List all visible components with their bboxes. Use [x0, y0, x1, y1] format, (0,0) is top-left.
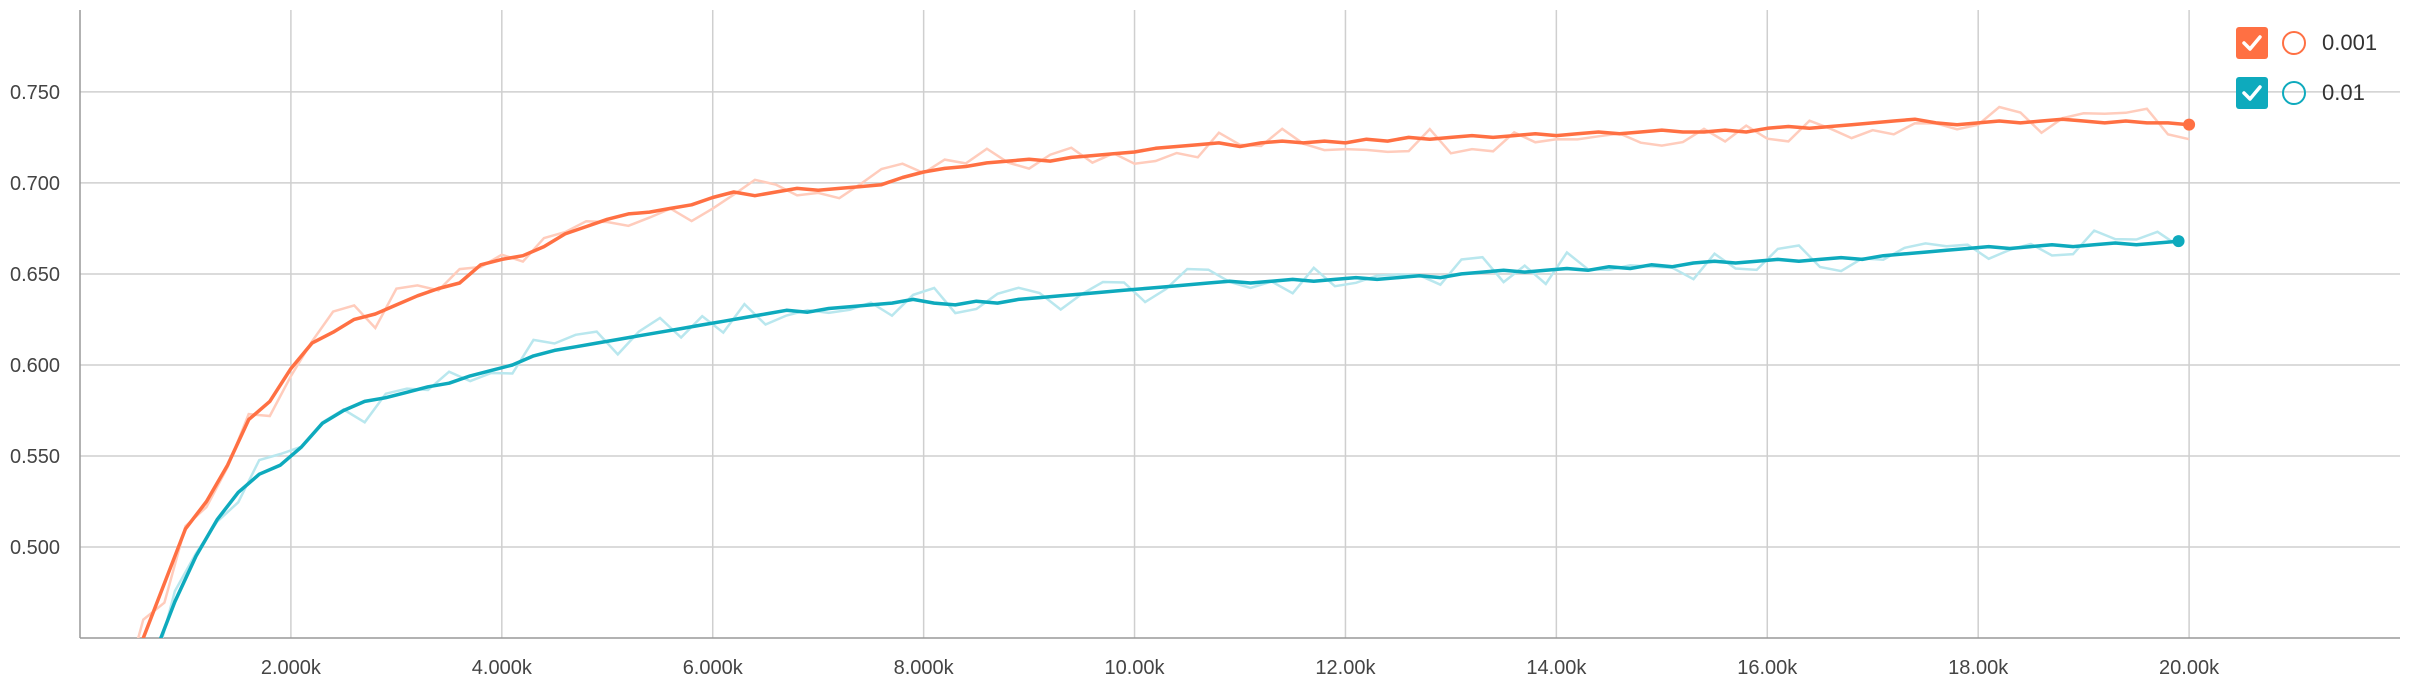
- legend-label-0.01: 0.01: [2322, 80, 2365, 105]
- legend-label-0.001: 0.001: [2322, 30, 2378, 55]
- series-0.001-raw-line: [136, 105, 2190, 638]
- series-0.01-checkbox[interactable]: [2236, 77, 2268, 109]
- x-tick-label: 10.00k: [1105, 657, 1166, 679]
- y-tick-label: 0.550: [10, 446, 60, 468]
- legend-item-0.001[interactable]: 0.001: [2236, 18, 2377, 68]
- check-icon: [2242, 85, 2262, 101]
- y-tick-label: 0.750: [10, 82, 60, 104]
- series-0.01-ring-icon: [2282, 81, 2306, 105]
- series-0.001-checkbox[interactable]: [2236, 27, 2268, 59]
- series-0.01-endpoint: [2172, 235, 2185, 248]
- x-tick-label: 2.000k: [261, 657, 322, 679]
- x-tick-label: 8.000k: [894, 657, 955, 679]
- y-tick-label: 0.700: [10, 173, 60, 195]
- legend-item-0.01[interactable]: 0.01: [2236, 68, 2377, 118]
- y-tick-label: 0.500: [10, 537, 60, 559]
- check-icon: [2242, 35, 2262, 51]
- x-tick-label: 4.000k: [472, 657, 533, 679]
- x-tick-label: 6.000k: [683, 657, 744, 679]
- x-tick-label: 16.00k: [1737, 657, 1798, 679]
- x-tick-label: 18.00k: [1948, 657, 2009, 679]
- x-tick-label: 14.00k: [1526, 657, 1587, 679]
- legend: 0.001 0.01: [2236, 18, 2377, 118]
- x-tick-label: 20.00k: [2159, 657, 2220, 679]
- series-0.01-raw-line: [161, 229, 2180, 638]
- series-0.001-ring-icon: [2282, 31, 2306, 55]
- x-tick-label: 12.00k: [1315, 657, 1376, 679]
- series-0.01-line: [158, 239, 2179, 638]
- y-tick-label: 0.650: [10, 264, 60, 286]
- y-tick-label: 0.600: [10, 355, 60, 377]
- series-0.001-endpoint: [2183, 118, 2196, 131]
- series-0.001-line: [141, 117, 2190, 638]
